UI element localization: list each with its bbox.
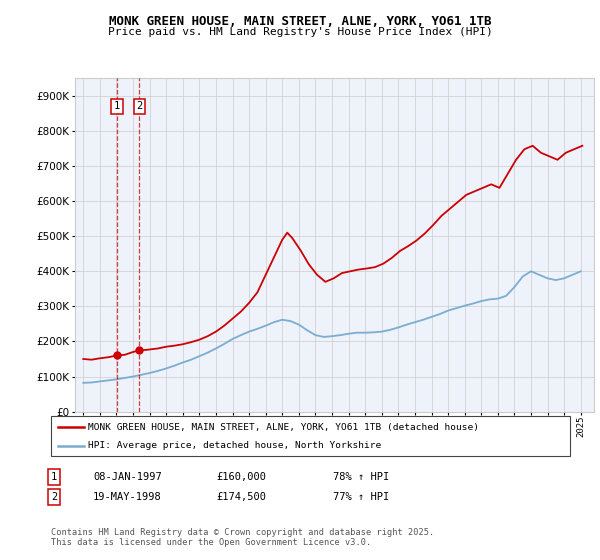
Text: 08-JAN-1997: 08-JAN-1997 xyxy=(93,472,162,482)
Text: 77% ↑ HPI: 77% ↑ HPI xyxy=(333,492,389,502)
Text: 19-MAY-1998: 19-MAY-1998 xyxy=(93,492,162,502)
Text: HPI: Average price, detached house, North Yorkshire: HPI: Average price, detached house, Nort… xyxy=(88,441,382,450)
Text: 2: 2 xyxy=(51,492,57,502)
Text: MONK GREEN HOUSE, MAIN STREET, ALNE, YORK, YO61 1TB (detached house): MONK GREEN HOUSE, MAIN STREET, ALNE, YOR… xyxy=(88,423,479,432)
Text: 1: 1 xyxy=(51,472,57,482)
Text: 1: 1 xyxy=(114,101,120,111)
Text: 2: 2 xyxy=(136,101,142,111)
Text: 78% ↑ HPI: 78% ↑ HPI xyxy=(333,472,389,482)
Text: Price paid vs. HM Land Registry's House Price Index (HPI): Price paid vs. HM Land Registry's House … xyxy=(107,27,493,37)
Text: £160,000: £160,000 xyxy=(216,472,266,482)
Text: £174,500: £174,500 xyxy=(216,492,266,502)
Text: Contains HM Land Registry data © Crown copyright and database right 2025.
This d: Contains HM Land Registry data © Crown c… xyxy=(51,528,434,547)
Text: MONK GREEN HOUSE, MAIN STREET, ALNE, YORK, YO61 1TB: MONK GREEN HOUSE, MAIN STREET, ALNE, YOR… xyxy=(109,15,491,28)
